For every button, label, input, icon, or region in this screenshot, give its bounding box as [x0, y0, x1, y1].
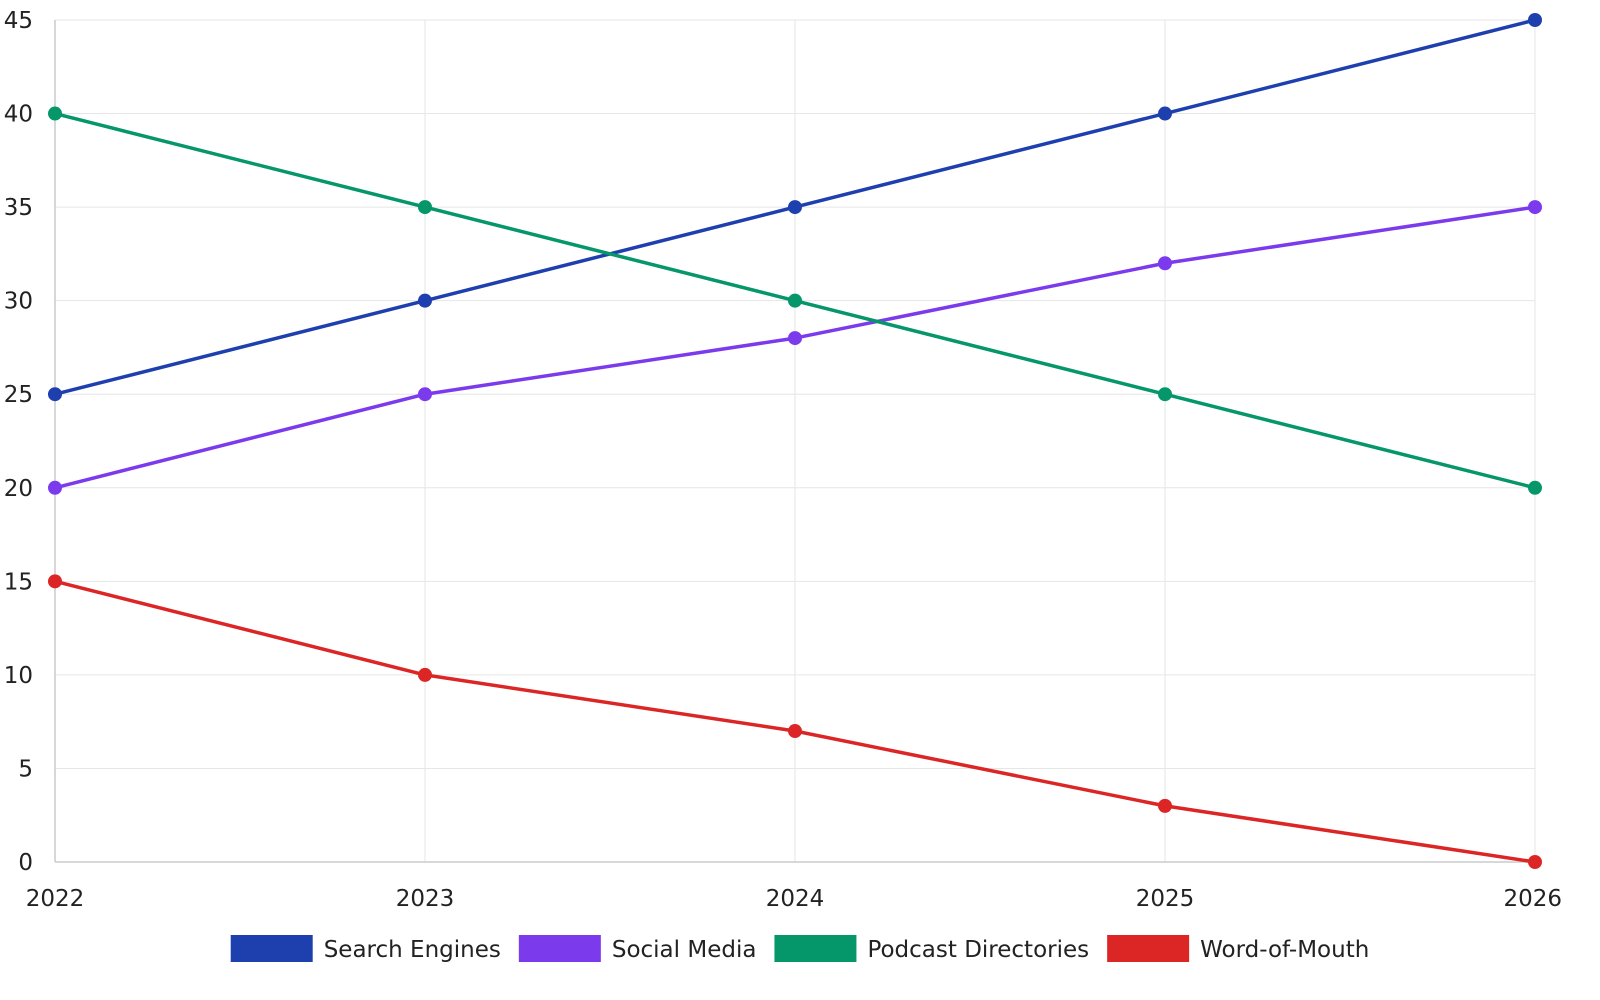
data-point[interactable] [418, 387, 432, 402]
legend-swatch [1107, 935, 1190, 962]
legend-swatch [774, 935, 857, 962]
data-point[interactable] [1158, 798, 1172, 813]
y-tick-label: 40 [4, 102, 33, 128]
data-point[interactable] [1528, 13, 1542, 27]
legend-label: Search Engines [324, 937, 501, 963]
x-tick-label: 2022 [26, 886, 85, 912]
data-point[interactable] [1528, 855, 1542, 869]
series-podcast-directories [48, 106, 1542, 495]
y-tick-label: 10 [4, 663, 33, 689]
legend-label: Podcast Directories [867, 937, 1089, 963]
y-tick-label: 15 [4, 569, 33, 595]
y-tick-label: 20 [4, 476, 33, 502]
series-search-engines [48, 13, 1542, 402]
data-point[interactable] [1528, 200, 1542, 215]
x-tick-label: 2023 [396, 886, 455, 912]
series-layer [48, 13, 1542, 869]
data-point[interactable] [1158, 256, 1172, 271]
y-tick-label: 0 [18, 850, 33, 876]
data-point[interactable] [418, 200, 432, 215]
data-point[interactable] [1158, 106, 1172, 121]
legend-item[interactable]: Word-of-Mouth [1107, 935, 1369, 963]
y-tick-label: 25 [4, 382, 33, 408]
data-point[interactable] [788, 724, 802, 739]
series-social-media [48, 200, 1542, 495]
y-tick-label: 35 [4, 195, 33, 221]
data-point[interactable] [788, 293, 802, 308]
data-point[interactable] [48, 574, 62, 589]
data-point[interactable] [1528, 480, 1542, 495]
data-point[interactable] [1158, 387, 1172, 402]
data-point[interactable] [48, 480, 62, 495]
data-point[interactable] [418, 667, 432, 682]
x-tick-label: 2026 [1503, 886, 1562, 912]
series-word-of-mouth [48, 574, 1542, 869]
data-point[interactable] [48, 387, 62, 402]
legend-label: Word-of-Mouth [1200, 937, 1369, 963]
legend-label: Social Media [612, 937, 757, 963]
y-tick-label: 45 [4, 8, 33, 34]
data-point[interactable] [48, 106, 62, 121]
data-point[interactable] [788, 331, 802, 346]
legend-item[interactable]: Podcast Directories [774, 935, 1089, 963]
legend-item[interactable]: Search Engines [230, 935, 501, 963]
legend-item[interactable]: Social Media [518, 935, 757, 963]
y-tick-label: 30 [4, 289, 33, 315]
data-point[interactable] [418, 293, 432, 308]
x-tick-label: 2024 [766, 886, 825, 912]
legend: Search Engines Social Media Podcast Direct… [230, 935, 1369, 963]
legend-swatch [230, 935, 313, 962]
x-tick-label: 2025 [1136, 886, 1195, 912]
y-tick-label: 5 [18, 756, 33, 782]
data-point[interactable] [788, 200, 802, 215]
legend-swatch [518, 935, 601, 962]
